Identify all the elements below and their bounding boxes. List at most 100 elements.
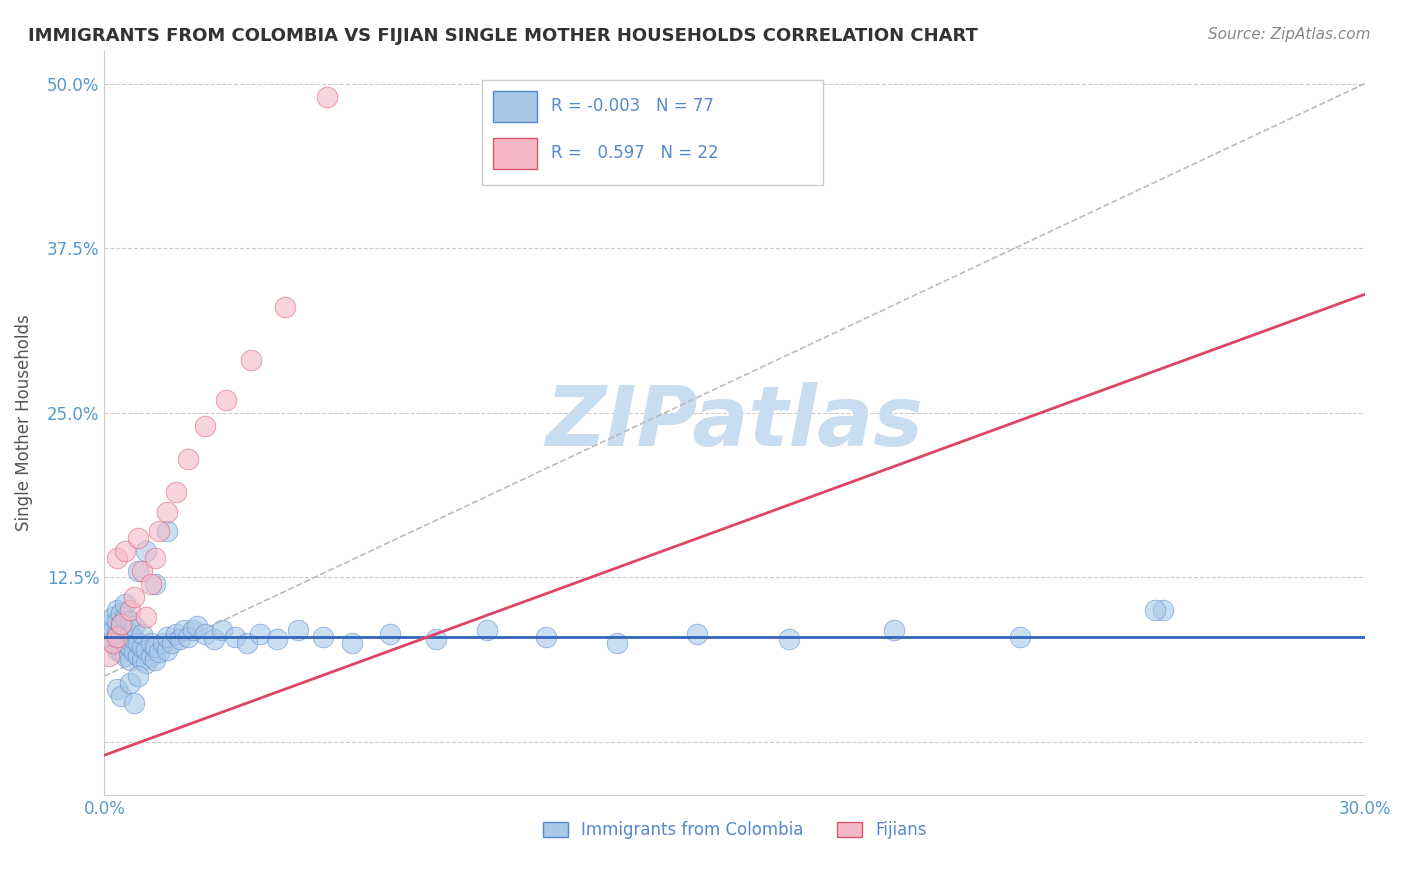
Legend: Immigrants from Colombia, Fijians: Immigrants from Colombia, Fijians (536, 814, 934, 846)
Point (127, 669, 149, 683)
Point (122, 632, 145, 647)
Point (156, 630, 179, 644)
Point (194, 627, 217, 641)
Point (114, 649, 136, 664)
Point (131, 640, 153, 655)
Point (152, 636, 174, 650)
Y-axis label: Single Mother Households: Single Mother Households (15, 314, 32, 531)
Point (118, 603, 141, 617)
Point (131, 564, 153, 578)
Point (114, 610, 136, 624)
Point (156, 643, 179, 657)
Point (127, 636, 149, 650)
Point (118, 653, 141, 667)
Point (105, 627, 128, 641)
Point (105, 614, 128, 628)
Point (105, 630, 128, 644)
Point (236, 636, 259, 650)
Point (606, 636, 628, 650)
Point (110, 606, 132, 620)
Point (97, 616, 120, 631)
Point (127, 564, 149, 578)
Point (114, 623, 136, 637)
Point (249, 627, 271, 641)
Point (215, 392, 238, 407)
Point (131, 653, 153, 667)
Text: IMMIGRANTS FROM COLOMBIA VS FIJIAN SINGLE MOTHER HOUSEHOLDS CORRELATION CHART: IMMIGRANTS FROM COLOMBIA VS FIJIAN SINGL… (28, 27, 979, 45)
Point (114, 597, 136, 611)
Point (114, 636, 136, 650)
Point (148, 524, 170, 539)
Point (425, 632, 447, 647)
Point (165, 627, 187, 641)
Point (202, 632, 225, 647)
Point (316, 89, 339, 103)
Point (122, 696, 145, 710)
Point (101, 610, 124, 624)
Point (173, 623, 195, 637)
Point (475, 623, 498, 637)
Point (105, 550, 128, 565)
Point (1152, 603, 1174, 617)
Point (101, 636, 124, 650)
Point (534, 630, 557, 644)
Point (118, 640, 141, 655)
Point (110, 689, 132, 703)
Point (122, 645, 145, 659)
Point (127, 531, 149, 545)
Point (240, 353, 263, 368)
Point (135, 643, 157, 657)
Point (312, 630, 335, 644)
Point (143, 640, 166, 655)
Point (131, 627, 153, 641)
Point (101, 623, 124, 637)
Text: Source: ZipAtlas.com: Source: ZipAtlas.com (1208, 27, 1371, 42)
Point (169, 632, 191, 647)
Point (101, 636, 124, 650)
Point (177, 630, 200, 644)
Point (156, 505, 179, 519)
Point (177, 451, 200, 466)
Point (143, 550, 166, 565)
Point (194, 419, 217, 434)
Point (287, 623, 309, 637)
Point (118, 675, 141, 690)
Point (122, 590, 145, 604)
Point (122, 619, 145, 633)
Point (778, 632, 800, 647)
Point (105, 643, 128, 657)
Point (274, 301, 297, 315)
Point (224, 630, 246, 644)
Point (266, 632, 288, 647)
Point (143, 577, 166, 591)
Point (143, 653, 166, 667)
Point (1143, 603, 1166, 617)
Point (105, 682, 128, 697)
Point (342, 636, 364, 650)
Point (148, 645, 170, 659)
Point (110, 645, 132, 659)
Point (97, 649, 120, 664)
Point (156, 524, 179, 539)
Point (110, 616, 132, 631)
Point (1010, 630, 1032, 644)
Point (186, 619, 208, 633)
Point (110, 619, 132, 633)
Point (110, 632, 132, 647)
Point (181, 623, 204, 637)
Point (118, 627, 141, 641)
Point (139, 636, 162, 650)
Text: ZIPatlas: ZIPatlas (546, 382, 924, 463)
Point (883, 623, 905, 637)
Point (139, 649, 162, 664)
Point (97, 630, 120, 644)
Point (105, 603, 128, 617)
Point (139, 577, 162, 591)
Point (135, 656, 157, 670)
Point (211, 623, 233, 637)
Point (114, 544, 136, 558)
Point (118, 614, 141, 628)
Point (135, 544, 157, 558)
Point (160, 636, 183, 650)
Point (165, 484, 187, 499)
